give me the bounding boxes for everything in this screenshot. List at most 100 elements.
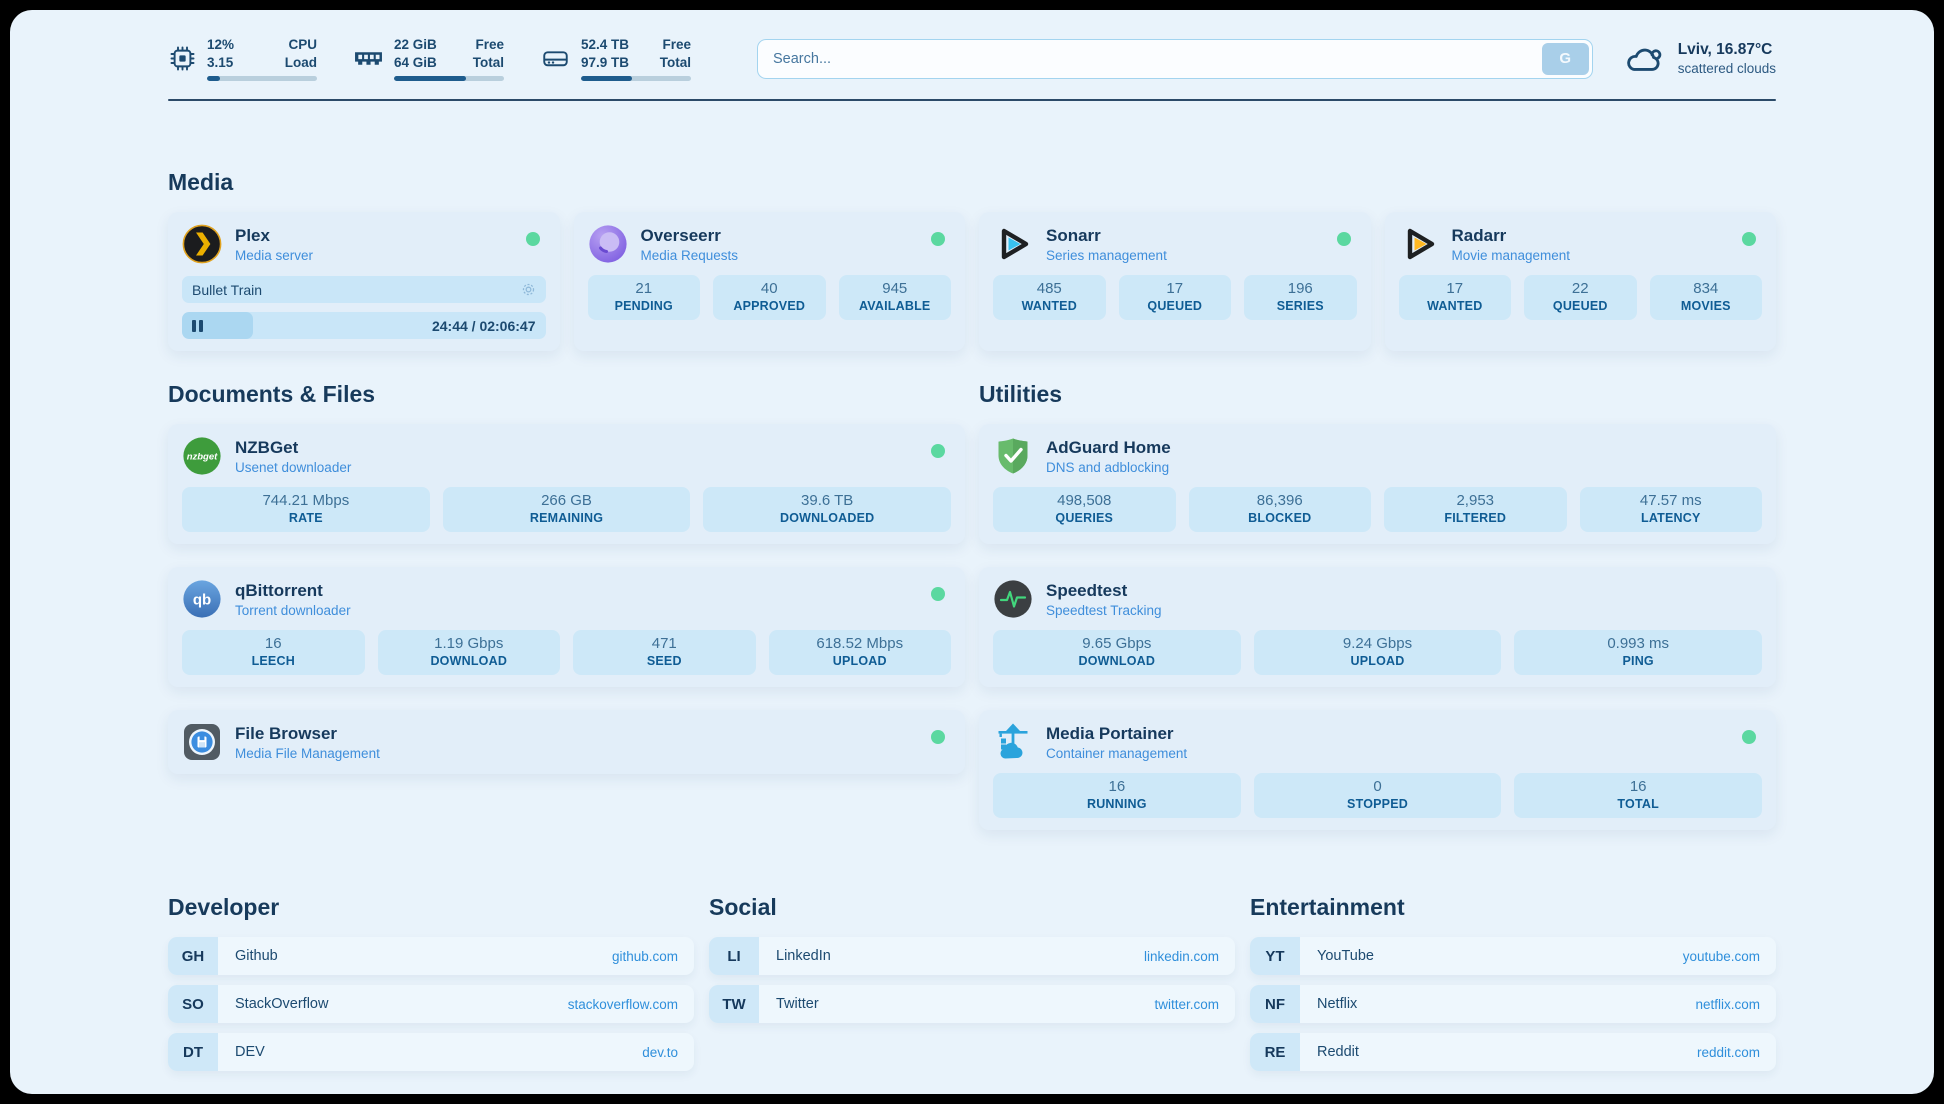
stat-upload: 618.52 Mbps UPLOAD [768, 630, 951, 676]
now-playing-title: Bullet Train [192, 281, 263, 298]
ram-free-value: 22 GiB [394, 37, 437, 52]
cpu-label-top: CPU [288, 37, 317, 52]
media-card-grid: Plex Media server Bullet Train 24:44 / 0… [168, 212, 1776, 352]
now-playing-row: Bullet Train [182, 276, 546, 304]
bookmark-abbr: YT [1250, 937, 1300, 976]
bookmark-twitter[interactable]: TW Twitter twitter.com [709, 985, 1235, 1024]
status-dot [525, 232, 540, 247]
section-title-entertainment: Entertainment [1250, 894, 1405, 921]
weather-widget: Lviv, 16.87°C scattered clouds [1623, 39, 1776, 79]
bookmark-reddit[interactable]: RE Reddit reddit.com [1250, 1033, 1776, 1072]
stat-stopped: 0 STOPPED [1253, 773, 1502, 819]
stat-leech: 16 LEECH [182, 630, 365, 676]
plex-icon [182, 224, 222, 264]
bookmark-name: Twitter [776, 996, 819, 1013]
documents-column: Documents & Files nzbget NZBGet Usenet d… [168, 381, 965, 775]
stat-remaining: 266 GB REMAINING [442, 487, 691, 533]
stat-upload: 9.24 Gbps UPLOAD [1253, 630, 1502, 676]
app-subtitle: DNS and adblocking [1046, 459, 1170, 475]
stat-rate: 744.21 Mbps RATE [182, 487, 430, 533]
disk-stat: 52.4 TB 97.9 TB Free Total [540, 36, 691, 82]
stat-series: 196 SERIES [1244, 275, 1357, 321]
section-title-social: Social [709, 894, 777, 921]
app-title: File Browser [235, 723, 338, 743]
weather-condition: scattered clouds [1677, 61, 1776, 77]
bookmark-netflix[interactable]: NF Netflix netflix.com [1250, 985, 1776, 1024]
svg-text:qb: qb [193, 592, 211, 609]
section-title-media: Media [168, 169, 234, 196]
gear-icon[interactable] [521, 282, 536, 297]
app-title: Speedtest [1046, 580, 1128, 600]
cpu-icon [168, 39, 196, 79]
bookmark-group-social: Social LI LinkedIn linkedin.com TW Twitt… [709, 894, 1235, 1024]
bookmark-name: YouTube [1317, 948, 1374, 965]
cpu-progress-fill [207, 76, 221, 82]
bookmark-url: twitter.com [1154, 996, 1219, 1012]
bookmark-url: reddit.com [1696, 1044, 1760, 1060]
header: 12% 3.15 CPU Load [168, 36, 1776, 82]
ram-label-top: Free [475, 37, 504, 52]
cpu-progress-bar [207, 76, 317, 82]
section-title-documents: Documents & Files [168, 381, 376, 408]
stat-queued: 17 QUEUED [1118, 275, 1231, 321]
disk-label-bottom: Total [659, 54, 691, 70]
bookmark-github[interactable]: GH Github github.com [168, 937, 694, 976]
app-subtitle: Media File Management [235, 745, 380, 761]
adguard-icon [993, 436, 1033, 476]
stat-ping: 0.993 ms PING [1514, 630, 1763, 676]
app-title: Sonarr [1046, 225, 1101, 245]
filebrowser-icon [182, 722, 222, 762]
status-dot [931, 730, 945, 745]
app-card-speedtest[interactable]: Speedtest Speedtest Tracking 9.65 Gbps D… [979, 567, 1776, 688]
disk-progress-bar [581, 76, 691, 82]
app-subtitle: Container management [1046, 745, 1188, 761]
ram-total-value: 64 GiB [394, 54, 437, 70]
bookmark-linkedin[interactable]: LI LinkedIn linkedin.com [709, 937, 1235, 976]
cpu-stat: 12% 3.15 CPU Load [168, 36, 317, 82]
stat-blocked: 86,396 BLOCKED [1188, 487, 1371, 533]
stat-pending: 21 PENDING [587, 275, 700, 321]
app-card-sonarr[interactable]: Sonarr Series management 485 WANTED 17 Q… [979, 212, 1371, 352]
ram-progress-bar [394, 76, 504, 82]
bookmark-abbr: LI [709, 937, 759, 976]
bookmark-name: StackOverflow [235, 996, 329, 1013]
app-card-overseerr[interactable]: Overseerr Media Requests 21 PENDING 40 A… [573, 212, 965, 352]
bookmark-name: Netflix [1317, 996, 1358, 1013]
speedtest-icon [993, 579, 1033, 619]
app-card-portainer[interactable]: Media Portainer Container management 16 … [979, 710, 1776, 831]
app-title: Media Portainer [1046, 723, 1174, 743]
bookmark-name: Reddit [1317, 1044, 1359, 1061]
bookmark-url: youtube.com [1682, 948, 1760, 964]
stat-download: 9.65 Gbps DOWNLOAD [993, 630, 1241, 676]
app-title: AdGuard Home [1046, 437, 1171, 457]
stat-total: 16 TOTAL [1514, 773, 1763, 819]
bookmark-url: linkedin.com [1143, 948, 1219, 964]
section-title-utilities: Utilities [979, 381, 1063, 408]
app-title: Overseerr [640, 225, 721, 245]
bookmark-url: stackoverflow.com [567, 996, 678, 1012]
app-card-radarr[interactable]: Radarr Movie management 17 WANTED 22 QUE… [1384, 212, 1776, 352]
status-dot [1742, 232, 1756, 247]
app-card-qbittorrent[interactable]: qb qBittorrent Torrent downloader 16 [168, 567, 965, 688]
bookmark-dev[interactable]: DT DEV dev.to [168, 1033, 694, 1072]
bookmark-abbr: RE [1250, 1033, 1300, 1072]
disk-free-value: 52.4 TB [581, 37, 630, 52]
bookmark-abbr: SO [168, 985, 218, 1024]
app-card-adguard[interactable]: AdGuard Home DNS and adblocking 498,508 … [979, 424, 1776, 545]
app-card-filebrowser[interactable]: File Browser Media File Management [168, 710, 965, 775]
app-card-nzbget[interactable]: nzbget NZBGet Usenet downloader 744.21 M… [168, 424, 965, 545]
stat-wanted: 17 WANTED [1398, 275, 1511, 321]
search-engine-button[interactable]: G [1541, 42, 1589, 75]
bookmark-youtube[interactable]: YT YouTube youtube.com [1250, 937, 1776, 976]
app-title: Plex [235, 225, 270, 245]
app-subtitle: Media server [235, 247, 314, 263]
stat-downloaded: 39.6 TB DOWNLOADED [703, 487, 952, 533]
bookmark-stackoverflow[interactable]: SO StackOverflow stackoverflow.com [168, 985, 694, 1024]
stat-seed: 471 SEED [573, 630, 756, 676]
search-input[interactable] [757, 38, 1593, 79]
status-dot [931, 587, 945, 602]
app-card-plex[interactable]: Plex Media server Bullet Train 24:44 / 0… [168, 212, 560, 352]
disk-icon [540, 39, 570, 79]
status-dot [931, 444, 945, 459]
stat-available: 945 AVAILABLE [838, 275, 951, 321]
